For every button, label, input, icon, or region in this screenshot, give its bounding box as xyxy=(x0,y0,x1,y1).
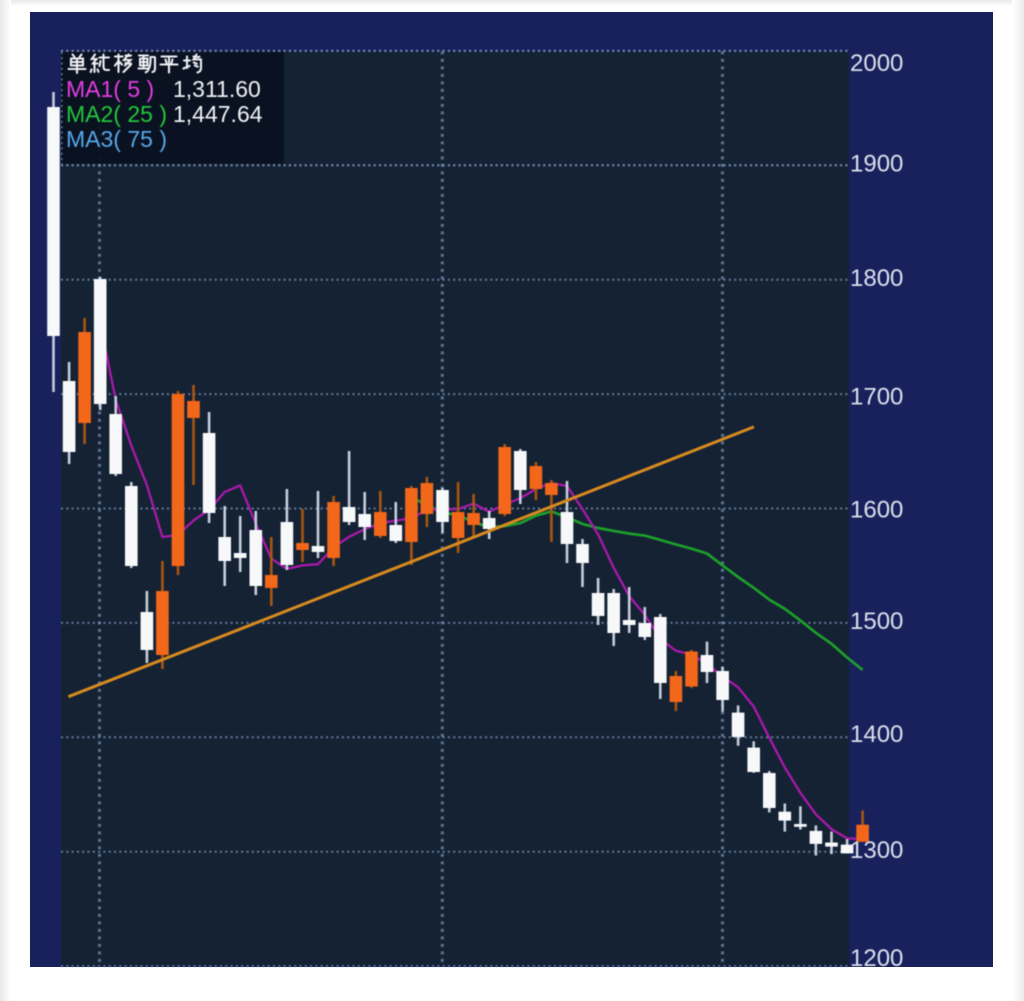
svg-text:MA3( 75 ): MA3( 75 ) xyxy=(66,126,167,152)
svg-text:1,447.64: 1,447.64 xyxy=(173,101,263,127)
svg-text:2000: 2000 xyxy=(850,50,903,77)
svg-text:1200: 1200 xyxy=(850,945,903,972)
svg-text:1,311.60: 1,311.60 xyxy=(173,76,261,102)
svg-text:1400: 1400 xyxy=(850,721,903,748)
svg-text:1700: 1700 xyxy=(850,384,903,411)
svg-text:1500: 1500 xyxy=(850,608,903,635)
svg-text:1300: 1300 xyxy=(850,837,903,864)
svg-text:MA2( 25 ): MA2( 25 ) xyxy=(66,101,167,127)
svg-text:MA1( 5 ): MA1( 5 ) xyxy=(66,76,154,102)
svg-text:1600: 1600 xyxy=(850,497,903,524)
svg-text:1900: 1900 xyxy=(850,151,903,178)
svg-text:1800: 1800 xyxy=(850,265,903,292)
